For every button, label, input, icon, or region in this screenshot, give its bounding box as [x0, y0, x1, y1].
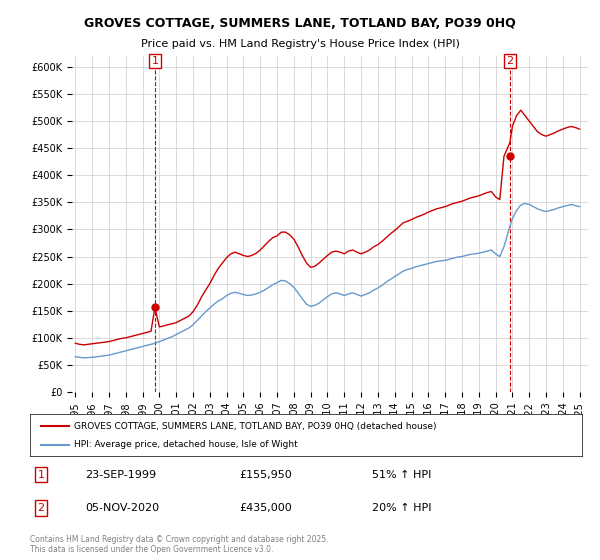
- Text: 20% ↑ HPI: 20% ↑ HPI: [372, 503, 432, 513]
- Text: GROVES COTTAGE, SUMMERS LANE, TOTLAND BAY, PO39 0HQ: GROVES COTTAGE, SUMMERS LANE, TOTLAND BA…: [84, 17, 516, 30]
- Text: £155,950: £155,950: [240, 470, 293, 479]
- Text: 1: 1: [151, 56, 158, 66]
- Text: 2: 2: [506, 56, 514, 66]
- Text: 2: 2: [37, 503, 44, 513]
- Text: 51% ↑ HPI: 51% ↑ HPI: [372, 470, 431, 479]
- Text: GROVES COTTAGE, SUMMERS LANE, TOTLAND BAY, PO39 0HQ (detached house): GROVES COTTAGE, SUMMERS LANE, TOTLAND BA…: [74, 422, 437, 431]
- Text: HPI: Average price, detached house, Isle of Wight: HPI: Average price, detached house, Isle…: [74, 440, 298, 449]
- Text: Contains HM Land Registry data © Crown copyright and database right 2025.
This d: Contains HM Land Registry data © Crown c…: [30, 535, 329, 554]
- Text: 05-NOV-2020: 05-NOV-2020: [85, 503, 160, 513]
- Text: Price paid vs. HM Land Registry's House Price Index (HPI): Price paid vs. HM Land Registry's House …: [140, 39, 460, 49]
- Text: 23-SEP-1999: 23-SEP-1999: [85, 470, 157, 479]
- Text: 1: 1: [38, 470, 44, 479]
- Text: £435,000: £435,000: [240, 503, 293, 513]
